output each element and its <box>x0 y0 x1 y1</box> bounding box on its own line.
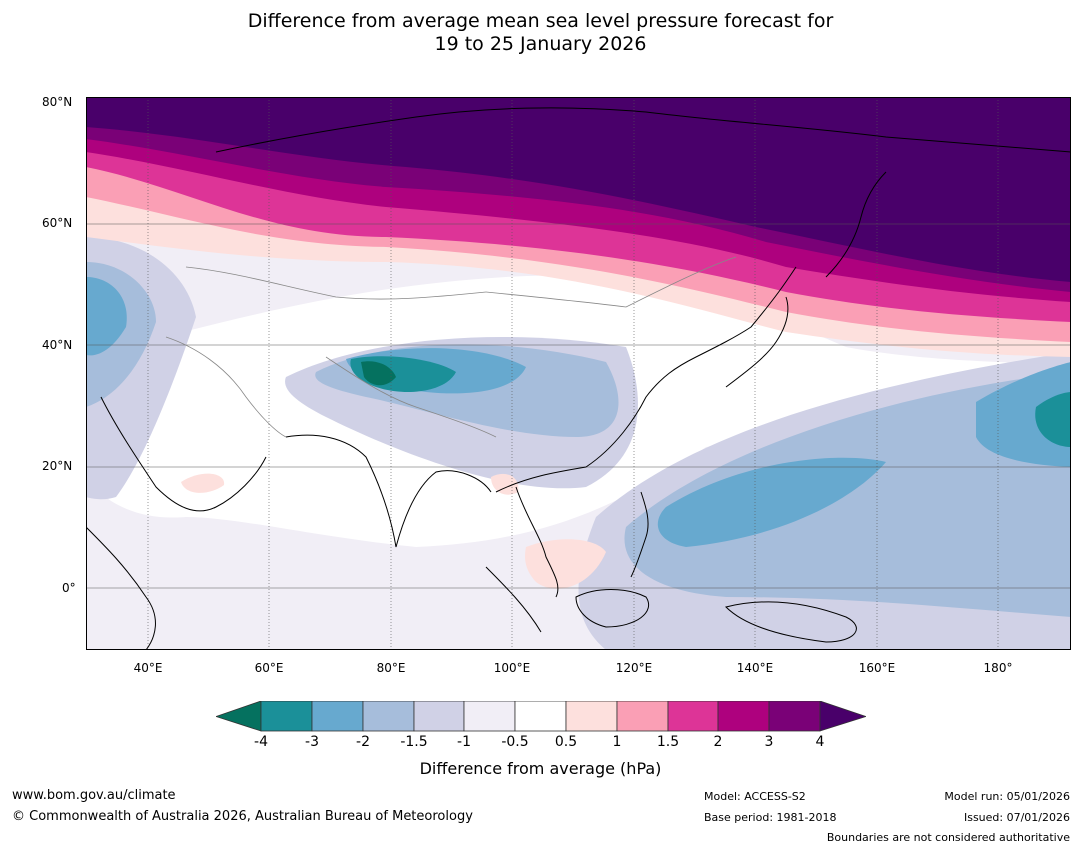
colorbar-bin-p2 <box>717 701 770 732</box>
lon-label-160e: 160°E <box>858 661 896 675</box>
country-borders <box>165 256 737 438</box>
graticule <box>86 97 1071 650</box>
coast-kamchatka <box>825 171 887 278</box>
colorbar-bin-p05 <box>565 701 618 732</box>
chart-title: Difference from average mean sea level p… <box>0 10 1081 56</box>
footer-model-run: Model run: 05/01/2026 <box>944 790 1070 803</box>
footer-copyright: © Commonwealth of Australia 2026, Austra… <box>12 809 473 824</box>
lon-label-180: 180° <box>983 661 1013 675</box>
lat-label-60n: 60°N <box>42 216 73 230</box>
lat-label-80n: 80°N <box>42 95 73 109</box>
pacific-low-core <box>1035 392 1071 447</box>
north-high-p4 <box>86 97 1071 282</box>
map-frame <box>86 97 1071 650</box>
colorbar-bin-p1 <box>616 701 669 732</box>
colorbar-tick: -0.5 <box>501 734 529 750</box>
colorbar-bin-n05 <box>463 701 516 732</box>
footer-base-period: Base period: 1981-2018 <box>704 811 837 824</box>
colorbar-bin-p15 <box>667 701 719 732</box>
lon-label-140e: 140°E <box>736 661 774 675</box>
arabia-high-patch <box>181 473 225 493</box>
coast-sumatra <box>485 566 542 633</box>
lat-label-0: 0° <box>62 581 76 595</box>
lat-label-20n: 20°N <box>42 459 73 473</box>
colorbar-tick: 3 <box>764 734 774 750</box>
coast-new-guinea <box>725 601 857 643</box>
border-china-north <box>485 256 737 308</box>
colorbar-tick: 2 <box>713 734 723 750</box>
colorbar <box>216 701 866 732</box>
coast-india <box>285 434 492 548</box>
coast-philippines <box>630 491 649 578</box>
border-central-asia <box>185 266 487 300</box>
coast-africa <box>86 526 156 650</box>
title-line-1: Difference from average mean sea level p… <box>247 10 834 32</box>
colorbar-tick: -3 <box>305 734 319 750</box>
colorbar-bin-n3 <box>260 701 313 732</box>
tibet-low-center <box>361 361 396 386</box>
colorbar-tick: -1 <box>457 734 471 750</box>
west-low-inner <box>86 277 127 356</box>
pressure-anomaly-map <box>86 97 1071 650</box>
coast-indochina <box>515 486 559 598</box>
colorbar-bin-n2 <box>311 701 364 732</box>
lat-label-40n: 40°N <box>42 338 73 352</box>
colorbar-bin-n1 <box>413 701 465 732</box>
colorbar-extend-high <box>819 701 866 732</box>
lon-label-80e: 80°E <box>376 661 406 675</box>
colorbar-bin-p3 <box>768 701 821 732</box>
colorbar-tick: 4 <box>815 734 825 750</box>
coastlines <box>86 107 1071 650</box>
map-svg <box>86 97 1071 650</box>
border-himalaya <box>325 356 497 438</box>
colorbar-tick: 1.5 <box>656 734 680 750</box>
se-asia-high-patch <box>525 539 606 589</box>
lon-label-100e: 100°E <box>493 661 531 675</box>
lon-label-40e: 40°E <box>133 661 163 675</box>
colorbar-bin-n15 <box>362 701 415 732</box>
lon-label-60e: 60°E <box>254 661 284 675</box>
footer-disclaimer: Boundaries are not considered authoritat… <box>826 831 1070 844</box>
colorbar-bin-zero <box>514 701 567 732</box>
colorbar-tick: -1.5 <box>400 734 428 750</box>
footer-website: www.bom.gov.au/climate <box>12 788 176 803</box>
colorbar-tick: 1 <box>612 734 622 750</box>
footer-model: Model: ACCESS-S2 <box>704 790 806 803</box>
colorbar-label: Difference from average (hPa) <box>419 759 662 778</box>
border-middle-east <box>165 336 287 438</box>
coast-japan <box>725 296 789 388</box>
title-line-2: 19 to 25 January 2026 <box>434 33 647 55</box>
coast-borneo <box>575 589 649 628</box>
colorbar-tick: -2 <box>356 734 370 750</box>
colorbar-tick: 0.5 <box>554 734 578 750</box>
footer-issued: Issued: 07/01/2026 <box>963 811 1070 824</box>
coast-arctic <box>215 107 1071 153</box>
pacific-low-mid <box>624 372 1071 617</box>
bay-high-patch <box>491 473 519 495</box>
pacific-low-inner <box>657 457 886 547</box>
lon-label-120e: 120°E <box>615 661 653 675</box>
coast-china <box>495 266 797 493</box>
pacific-low-east <box>976 362 1071 467</box>
colorbar-extend-low <box>216 701 262 732</box>
coast-arabia <box>100 396 267 512</box>
colorbar-tick: -4 <box>254 734 268 750</box>
